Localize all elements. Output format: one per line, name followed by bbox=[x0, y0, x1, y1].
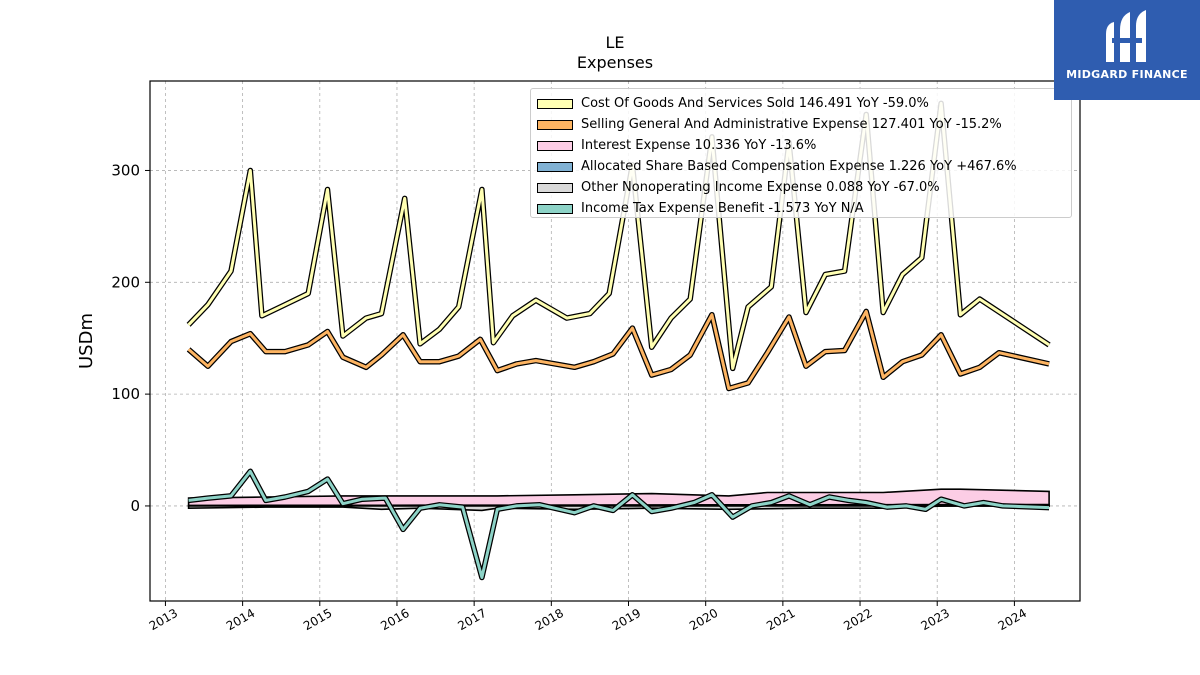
brand-name: MIDGARD FINANCE bbox=[1066, 68, 1188, 81]
series-income-tax-expense-benefit-outline bbox=[188, 468, 1050, 581]
y-axis-label: USDm bbox=[76, 313, 97, 369]
x-tick-label: 2013 bbox=[147, 606, 180, 633]
legend-label-share-comp: Allocated Share Based Compensation Expen… bbox=[581, 159, 1017, 174]
y-tick-label: 200 bbox=[111, 273, 140, 291]
series-income-tax-expense-benefit-line bbox=[188, 469, 1050, 579]
x-tick-label: 2021 bbox=[764, 606, 797, 633]
y-tick-label: 100 bbox=[111, 385, 140, 403]
y-tick-label: 0 bbox=[130, 497, 140, 515]
series-selling-general-and-administrative-expense-outline bbox=[186, 308, 1050, 392]
brand-logo: MIDGARD FINANCE bbox=[1054, 0, 1200, 100]
chart-legend: Cost Of Goods And Services Sold 146.491 … bbox=[530, 88, 1072, 218]
legend-swatch-other-nonop bbox=[537, 182, 573, 193]
series-selling-general-and-administrative-expense-line bbox=[187, 309, 1050, 390]
x-tick-label: 2019 bbox=[610, 606, 643, 633]
tick-layer: 2013 2014 2015 2016 2017 2018 2019 2020 2021 2022… bbox=[111, 161, 1029, 633]
x-tick-label: 2017 bbox=[455, 606, 488, 633]
x-tick-label: 2015 bbox=[301, 606, 334, 633]
x-tick-label: 2024 bbox=[996, 606, 1029, 633]
legend-item-cogs: Cost Of Goods And Services Sold 146.491 … bbox=[537, 93, 1065, 114]
legend-item-share-comp: Allocated Share Based Compensation Expen… bbox=[537, 156, 1065, 177]
series-interest-expense-band bbox=[187, 488, 1050, 507]
legend-item-interest: Interest Expense 10.336 YoY -13.6% bbox=[537, 135, 1065, 156]
chart-subtitle: Expenses bbox=[577, 53, 653, 72]
legend-label-income-tax: Income Tax Expense Benefit -1.573 YoY N/… bbox=[581, 201, 864, 216]
legend-label-sga: Selling General And Administrative Expen… bbox=[581, 117, 1002, 132]
plot-frame bbox=[149, 80, 1081, 602]
x-tick-label: 2023 bbox=[918, 606, 951, 633]
midgard-logo-icon bbox=[1106, 10, 1146, 62]
legend-item-sga: Selling General And Administrative Expen… bbox=[537, 114, 1065, 135]
legend-item-income-tax: Income Tax Expense Benefit -1.573 YoY N/… bbox=[537, 198, 1065, 219]
legend-swatch-share-comp bbox=[537, 161, 573, 172]
legend-label-other-nonop: Other Nonoperating Income Expense 0.088 … bbox=[581, 180, 940, 195]
legend-label-cogs: Cost Of Goods And Services Sold 146.491 … bbox=[581, 96, 929, 111]
legend-swatch-interest bbox=[537, 140, 573, 151]
legend-swatch-cogs bbox=[537, 98, 573, 109]
legend-item-other-nonop: Other Nonoperating Income Expense 0.088 … bbox=[537, 177, 1065, 198]
y-tick-label: 300 bbox=[111, 161, 140, 179]
x-tick-label: 2014 bbox=[224, 606, 257, 633]
legend-swatch-income-tax bbox=[537, 203, 573, 214]
x-tick-label: 2018 bbox=[533, 606, 566, 633]
x-tick-label: 2022 bbox=[841, 606, 874, 633]
chart-title: LE bbox=[605, 33, 624, 52]
legend-swatch-sga bbox=[537, 119, 573, 130]
legend-label-interest: Interest Expense 10.336 YoY -13.6% bbox=[581, 138, 817, 153]
x-tick-label: 2020 bbox=[687, 606, 720, 633]
x-tick-label: 2016 bbox=[378, 606, 411, 633]
